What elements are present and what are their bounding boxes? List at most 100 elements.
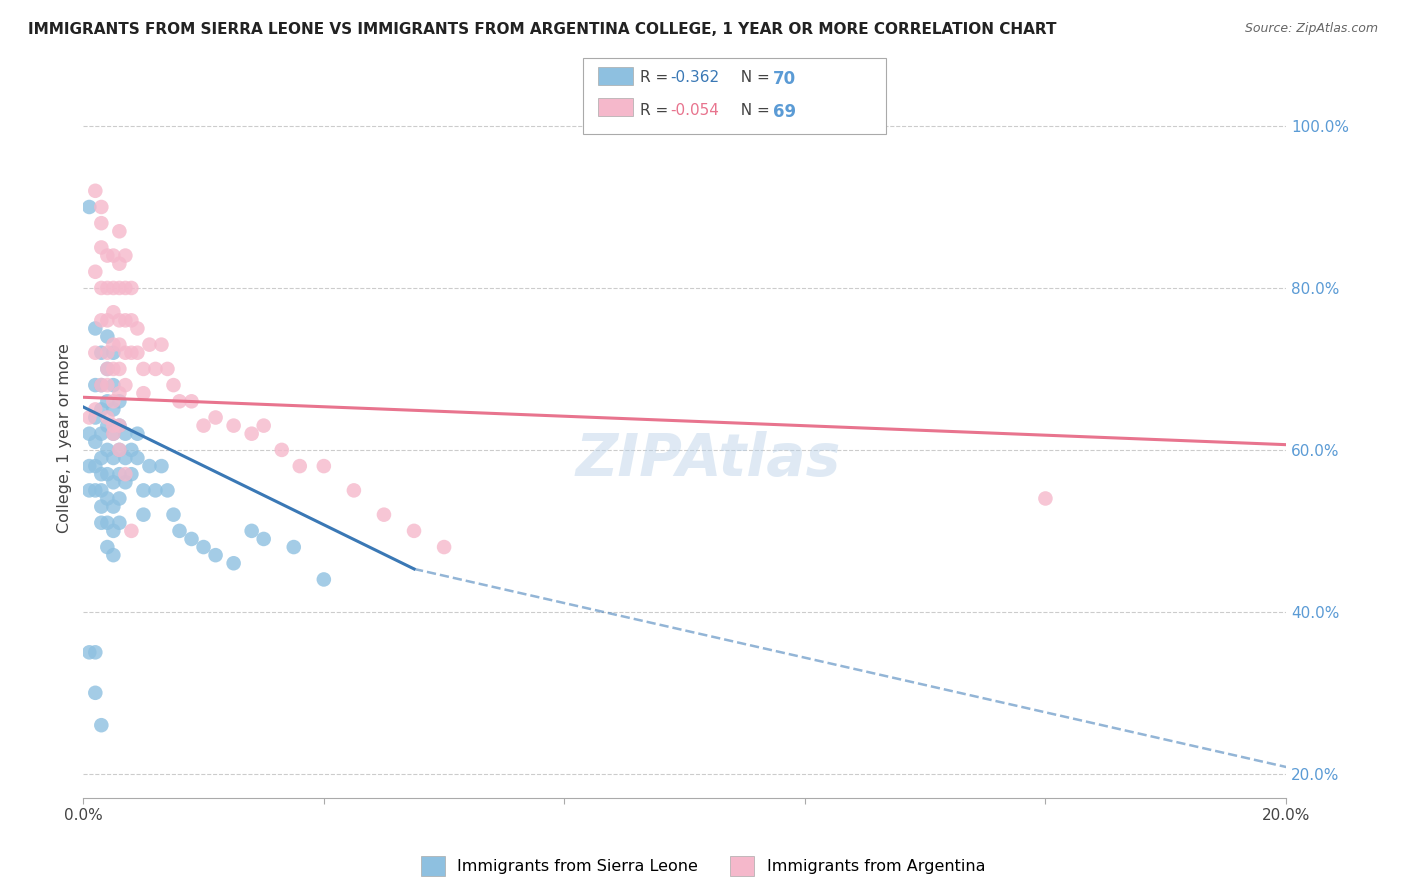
Point [103,418,125,433]
Point [79,645,101,659]
Point [312,459,335,474]
Point [127,450,149,465]
Point [103,426,125,441]
Point [96,394,118,409]
Point [193,418,215,433]
Point [90,216,112,230]
Point [120,467,142,482]
Text: 69: 69 [773,103,796,120]
Point [127,426,149,441]
Point [96,362,118,376]
Point [90,402,112,417]
Point [402,524,425,538]
Point [84,184,107,198]
Point [90,467,112,482]
Point [156,483,179,498]
Point [84,402,107,417]
Point [103,378,125,392]
Point [114,467,136,482]
Point [120,281,142,295]
Point [103,426,125,441]
Point [90,426,112,441]
Point [103,548,125,562]
Point [108,418,131,433]
Point [103,281,125,295]
Point [103,345,125,359]
Point [150,337,173,351]
Legend: Immigrants from Sierra Leone, Immigrants from Argentina: Immigrants from Sierra Leone, Immigrants… [415,850,991,882]
Point [193,540,215,554]
Point [90,200,112,214]
Point [120,313,142,327]
Point [108,337,131,351]
Point [138,337,160,351]
Point [103,524,125,538]
Point [108,516,131,530]
Point [114,378,136,392]
Point [222,556,245,570]
Point [103,337,125,351]
Point [84,483,107,498]
Point [373,508,395,522]
Point [180,532,202,546]
Point [90,313,112,327]
Point [96,378,118,392]
Point [79,459,101,474]
Point [204,410,226,425]
Point [96,313,118,327]
Point [169,524,191,538]
Point [84,686,107,700]
Point [120,345,142,359]
Point [108,491,131,506]
Point [240,524,263,538]
Point [108,281,131,295]
Point [90,378,112,392]
Y-axis label: College, 1 year or more: College, 1 year or more [58,343,72,533]
Point [108,442,131,457]
Point [108,394,131,409]
Point [90,483,112,498]
Point [114,313,136,327]
Point [96,329,118,343]
Point [90,240,112,254]
Point [90,378,112,392]
Point [96,410,118,425]
Text: -0.362: -0.362 [671,70,720,86]
Point [253,532,276,546]
Point [108,362,131,376]
Point [103,500,125,514]
Point [150,459,173,474]
Point [145,483,167,498]
Point [132,483,155,498]
Point [79,410,101,425]
Point [103,305,125,319]
Point [103,475,125,490]
Point [90,345,112,359]
Point [145,362,167,376]
Point [96,516,118,530]
Point [96,362,118,376]
Point [222,418,245,433]
Text: ZIPAtlas: ZIPAtlas [576,431,841,488]
Point [156,362,179,376]
Point [114,450,136,465]
Point [96,418,118,433]
Point [90,718,112,732]
Point [103,249,125,263]
Point [132,508,155,522]
Text: -0.054: -0.054 [671,103,720,118]
Point [343,483,366,498]
Point [127,321,149,335]
Point [253,418,276,433]
Point [108,224,131,238]
Point [90,281,112,295]
Point [108,442,131,457]
Point [103,394,125,409]
Point [127,345,149,359]
Point [84,434,107,449]
Point [169,394,191,409]
Point [240,426,263,441]
Point [288,459,311,474]
Point [132,386,155,401]
Point [103,402,125,417]
